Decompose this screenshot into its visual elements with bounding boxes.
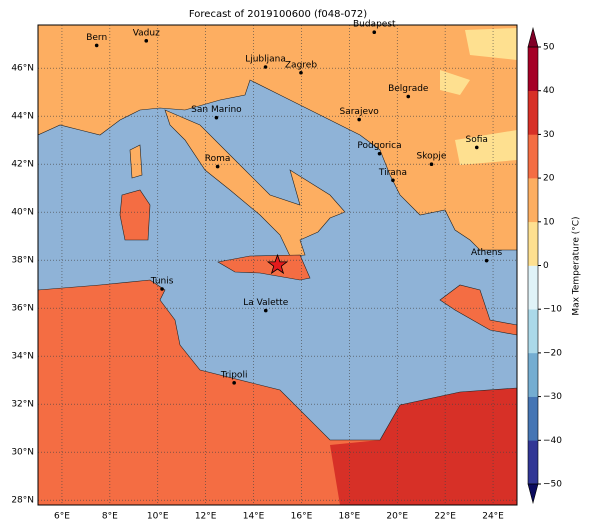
map-frame xyxy=(37,24,518,506)
colorbar-band xyxy=(528,134,538,179)
city-dot xyxy=(215,164,220,169)
colorbar-tick-label: −10 xyxy=(543,305,562,315)
city-label: San Marino xyxy=(191,105,242,115)
colorbar-under xyxy=(527,483,539,505)
title: Forecast of 2019100600 (f048-072) xyxy=(189,9,367,20)
colorbar-band xyxy=(528,440,538,485)
lat-tick-label: 30°N xyxy=(11,448,34,458)
lat-tick-label: 44°N xyxy=(11,112,34,122)
colorbar-band xyxy=(528,265,538,310)
lat-tick-label: 34°N xyxy=(11,352,34,362)
lon-tick-label: 18°E xyxy=(339,512,361,522)
city-label: La Valette xyxy=(243,298,288,308)
city-dot xyxy=(377,151,382,156)
city-label: Sofia xyxy=(466,135,488,145)
lon-tick-label: 20°E xyxy=(386,512,408,522)
lon-tick-label: 8°E xyxy=(102,512,118,522)
city-label: Sarajevo xyxy=(340,107,380,117)
city-label: Tripoli xyxy=(220,370,248,380)
city-label: Belgrade xyxy=(388,84,429,94)
hot-region xyxy=(330,388,517,505)
colorbar-band xyxy=(528,178,538,223)
city-label: Athens xyxy=(471,248,502,258)
city-label: Tirana xyxy=(378,168,407,178)
colorbar-band xyxy=(528,221,538,266)
city-dot xyxy=(144,39,149,43)
lat-tick-label: 28°N xyxy=(11,496,34,506)
colorbar-band xyxy=(528,90,538,135)
city-label: Vaduz xyxy=(133,28,160,38)
sardinia xyxy=(119,189,151,241)
city-dot xyxy=(214,115,219,120)
city-dot xyxy=(372,30,377,34)
city-dot xyxy=(391,178,395,183)
colorbar-band xyxy=(528,309,538,354)
city-label: Zagreb xyxy=(285,60,317,70)
city-dot xyxy=(232,381,236,385)
colorbar-tick-label: −50 xyxy=(543,480,562,490)
lon-tick-label: 14°E xyxy=(243,512,265,522)
colorbar-band xyxy=(528,47,538,91)
lat-tick-label: 46°N xyxy=(11,64,34,74)
lat-tick-label: 38°N xyxy=(11,256,34,266)
corsica xyxy=(129,144,143,179)
lat-tick-label: 40°N xyxy=(11,208,34,218)
colorbar-tick-label: 30 xyxy=(543,130,555,140)
lat-tick-label: 36°N xyxy=(11,304,34,314)
sicily xyxy=(217,254,311,281)
lon-tick-label: 22°E xyxy=(434,512,456,522)
city-dot xyxy=(484,258,489,263)
lon-tick-label: 12°E xyxy=(195,512,217,522)
colorbar-tick-label: −30 xyxy=(543,392,562,402)
lon-tick-label: 10°E xyxy=(147,512,169,522)
city-label: Roma xyxy=(205,154,231,164)
city-label: Tunis xyxy=(150,277,174,287)
city-label: Podgorica xyxy=(357,141,401,151)
lon-tick-label: 16°E xyxy=(291,512,313,522)
colorbar-tick-label: 10 xyxy=(543,217,555,227)
city-label: Ljubljana xyxy=(245,55,286,65)
cool-region xyxy=(440,28,517,165)
city-label: Skopje xyxy=(417,152,447,162)
city-dot xyxy=(94,43,99,48)
italy xyxy=(164,109,346,257)
city-dot xyxy=(357,117,361,122)
colorbar-tick-label: 50 xyxy=(543,43,555,53)
forecast-marker xyxy=(266,253,289,275)
city-dot xyxy=(429,162,434,166)
colorbar-band xyxy=(528,352,538,397)
colorbar-tick-label: 0 xyxy=(543,261,549,271)
colorbar-tick-label: −20 xyxy=(543,348,562,358)
colorbar-band xyxy=(528,396,538,441)
lon-tick-label: 6°E xyxy=(54,512,70,522)
city-dot xyxy=(406,94,411,99)
colorbar-label: Max Temperature (°C) xyxy=(572,216,582,315)
city-label: Bern xyxy=(86,33,107,43)
city-dot xyxy=(263,65,268,69)
city-dot xyxy=(160,287,164,291)
colorbar-tick-label: −40 xyxy=(543,436,562,446)
colorbar-over xyxy=(527,26,539,48)
city-dot xyxy=(263,308,268,313)
lat-tick-label: 32°N xyxy=(11,400,34,410)
city-dot xyxy=(299,70,303,75)
colorbar-tick-label: 20 xyxy=(543,174,555,184)
colorbar-tick-label: 40 xyxy=(543,86,555,96)
city-dot xyxy=(474,145,479,150)
lon-tick-label: 24°E xyxy=(482,512,504,522)
lat-tick-label: 42°N xyxy=(11,160,34,170)
